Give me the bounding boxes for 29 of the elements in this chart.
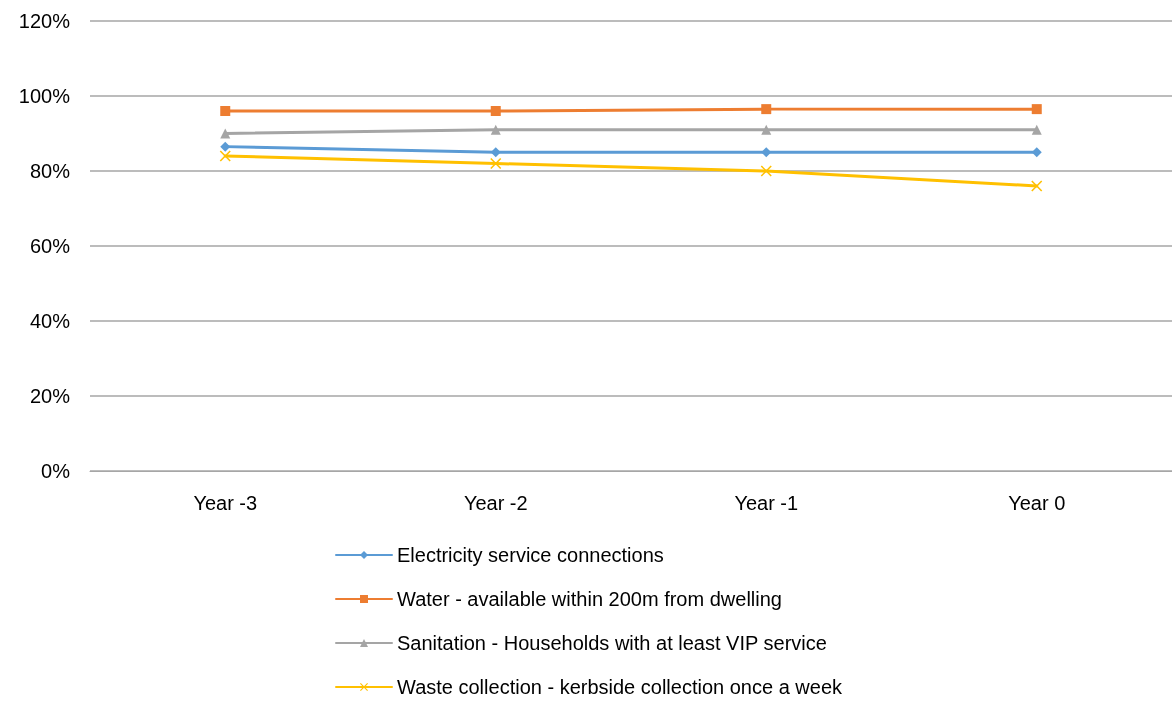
point [220,106,231,116]
point [220,141,231,152]
point [1031,104,1042,115]
point [760,165,772,177]
point [219,150,231,162]
point [220,128,231,139]
point [490,147,501,158]
x-tick-label: Year 0 [1008,492,1066,514]
x-tick-label: Year -2 [463,492,528,514]
legend-label: Waste collection - kerbside collection once a week [397,676,844,698]
y-tick-label: 100% [18,85,71,107]
point [490,106,501,116]
point [490,158,502,169]
point [1031,124,1042,135]
legend-label: Sanitation - Households with at least VIP service [397,632,827,654]
y-tick-label: 20% [29,385,71,407]
legend-label: Electricity service connections [397,544,664,566]
point [761,104,772,115]
y-tick-label: 120% [18,10,71,32]
point [1031,180,1043,192]
x-tick-label: Year -3 [193,492,258,514]
y-tick-label: 80% [29,160,71,182]
y-tick-label: 40% [29,310,71,332]
y-tick-label: 0% [41,460,71,482]
y-tick-label: 60% [29,235,71,257]
point [490,124,501,135]
x-tick-label: Year -1 [734,492,799,514]
point [761,124,772,135]
legend-label: Water - available within 200m from dwelling [397,588,782,610]
